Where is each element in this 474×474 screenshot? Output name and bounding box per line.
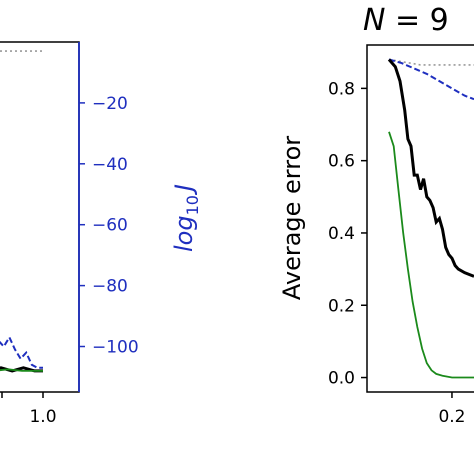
left-y2-tick-label: −20 [92, 94, 128, 114]
right-plot-frame [366, 44, 474, 393]
right-title-variable: N [363, 3, 385, 38]
left-y2-label-variable: J [170, 184, 198, 195]
left-series-group [0, 50, 43, 373]
left-series-line-blue [0, 335, 43, 369]
right-series-line-black [387, 58, 474, 278]
left-y2-tick-label: −40 [92, 155, 128, 175]
left-plot-frame [0, 41, 80, 393]
left-x-tick-label: 1.0 [29, 407, 56, 427]
right-y-tick-label: 0.8 [328, 79, 355, 99]
right-panel-title: N = 9 [363, 3, 449, 38]
right-y-tick-label: 0.4 [328, 224, 355, 244]
left-panel: −20 −40 −60 −80 −100 1.0 log10J [0, 41, 202, 427]
left-series-line-green [0, 368, 43, 372]
left-y2-label-base: log [170, 215, 198, 252]
right-y-tick-label: 0.0 [328, 369, 355, 389]
right-series-line-gray [388, 58, 474, 66]
right-series-group [387, 58, 474, 379]
right-title-rest: = 9 [385, 3, 448, 38]
left-y2-tick-label: −100 [92, 338, 139, 358]
right-panel: N = 9 0.0 0.2 0.4 0.6 0.8 0.2 Average error [278, 3, 474, 427]
left-y2-axis-label: log10J [170, 184, 202, 252]
right-y-tick-label: 0.6 [328, 152, 355, 172]
right-y-tick-group: 0.0 0.2 0.4 0.6 0.8 [328, 79, 367, 389]
left-y2-tick-group: −20 −40 −60 −80 −100 [79, 94, 139, 358]
left-y2-label-subscript: 10 [183, 195, 202, 215]
right-series-line-green [388, 131, 474, 379]
left-x-tick-group: 1.0 [1, 392, 57, 427]
right-x-tick-label: 0.2 [438, 407, 465, 427]
right-y-axis-label: Average error [278, 136, 306, 300]
right-series-line-blue [388, 58, 474, 101]
left-y2-tick-label: −60 [92, 216, 128, 236]
left-y2-tick-label: −80 [92, 277, 128, 297]
right-x-tick-group: 0.2 [438, 392, 465, 427]
right-y-tick-label: 0.2 [328, 296, 355, 316]
